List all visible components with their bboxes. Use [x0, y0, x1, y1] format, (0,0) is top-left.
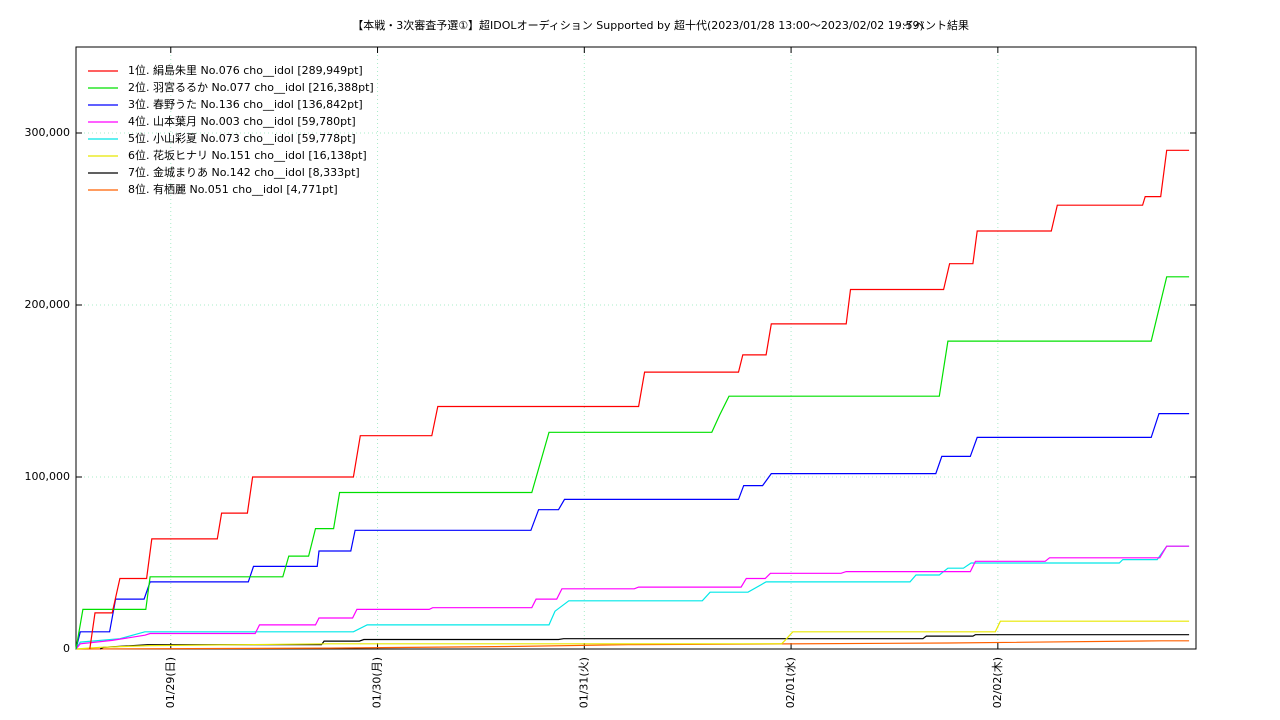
x-tick-label: 01/31(火) [577, 657, 590, 708]
chart-title: 【本戦・3次審査予選①】超IDOLオーディション Supported by 超十… [352, 18, 924, 32]
series-line [75, 413, 1190, 650]
y-tick-label: 100,000 [25, 470, 71, 483]
legend-label: 4位. 山本葉月 No.003 cho__idol [59,780pt] [128, 114, 356, 128]
series-line [75, 620, 1190, 650]
y-tick-label: 0 [63, 642, 70, 655]
legend-label: 1位. 絹島朱里 No.076 cho__idol [289,949pt] [128, 63, 363, 77]
legend-label: 3位. 春野うた No.136 cho__idol [136,842pt] [128, 97, 363, 111]
x-tick-label: 01/29(日) [164, 657, 177, 708]
x-tick-label: 01/30(月) [371, 657, 384, 708]
legend-label: 2位. 羽宮るるか No.077 cho__idol [216,388pt] [128, 80, 374, 94]
series-line [99, 634, 1190, 650]
legend-label: 6位. 花坂ヒナリ No.151 cho__idol [16,138pt] [128, 148, 367, 162]
series-line [75, 276, 1190, 650]
x-tick-label: 02/01(水) [784, 657, 797, 708]
y-tick-label: 200,000 [25, 298, 71, 311]
chart-subtitle: イベント結果 [903, 18, 969, 32]
legend-label: 5位. 小山彩夏 No.073 cho__idol [59,778pt] [128, 131, 356, 145]
series-line [89, 149, 1190, 650]
series-line [75, 640, 1190, 650]
series-line [75, 545, 1190, 650]
series-line [75, 545, 1190, 650]
legend-label: 8位. 有栖麗 No.051 cho__idol [4,771pt] [128, 182, 338, 196]
y-tick-label: 300,000 [25, 126, 71, 139]
x-tick-label: 02/02(木) [991, 657, 1004, 708]
legend-label: 7位. 金城まりあ No.142 cho__idol [8,333pt] [128, 165, 360, 179]
plot-frame [75, 46, 1197, 650]
